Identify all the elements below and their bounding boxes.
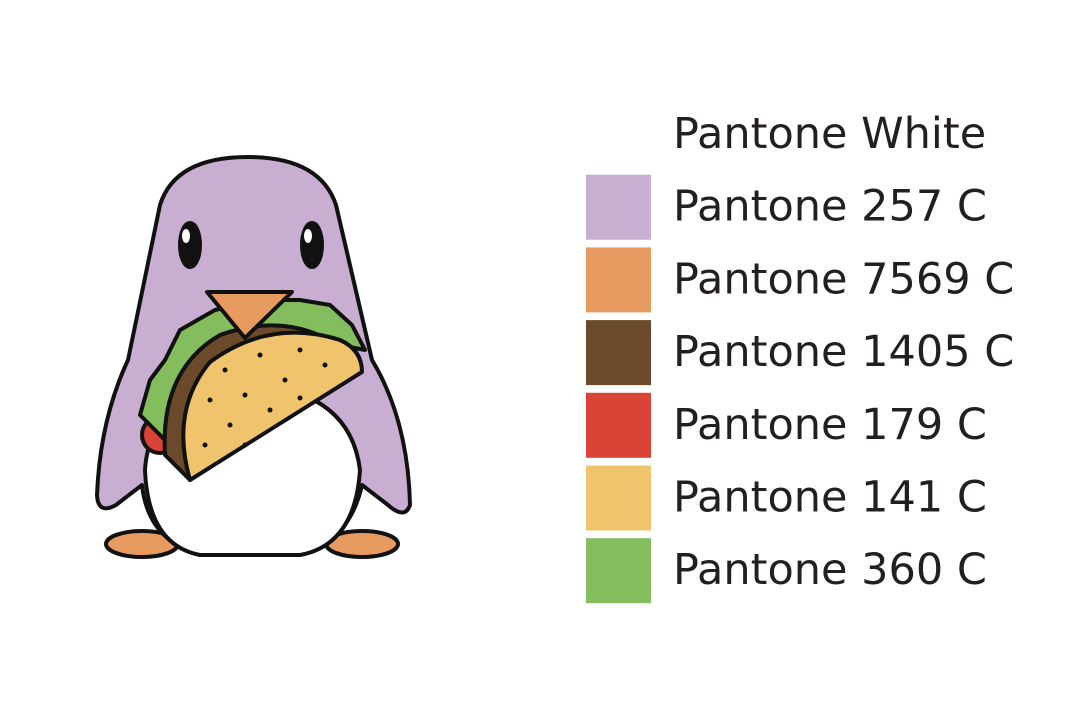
left-eye xyxy=(178,221,202,269)
taco-shell xyxy=(181,330,364,482)
right-eye-shine xyxy=(304,229,312,243)
swatch-label: Pantone 360 C xyxy=(673,545,987,595)
color-swatch xyxy=(586,320,651,386)
color-swatch xyxy=(586,465,651,531)
swatch-label: Pantone 1405 C xyxy=(673,327,1014,377)
taco-dots xyxy=(202,347,328,448)
swatch-label: Pantone 7569 C xyxy=(673,254,1014,304)
color-swatch xyxy=(586,102,651,167)
swatch-label: Pantone White xyxy=(673,109,986,159)
color-swatch xyxy=(586,174,651,240)
swatch-label: Pantone 179 C xyxy=(673,400,987,450)
color-legend: Pantone White Pantone 257 C Pantone 7569 C… xyxy=(586,102,1014,604)
penguin-illustration xyxy=(95,155,412,559)
color-swatch xyxy=(586,247,651,313)
color-swatch xyxy=(586,538,651,604)
color-swatch xyxy=(586,392,651,458)
beak xyxy=(205,290,294,340)
right-eye xyxy=(300,221,324,269)
left-eye-shine xyxy=(182,229,190,243)
swatch-label: Pantone 257 C xyxy=(673,182,987,232)
swatch-label: Pantone 141 C xyxy=(673,473,987,523)
